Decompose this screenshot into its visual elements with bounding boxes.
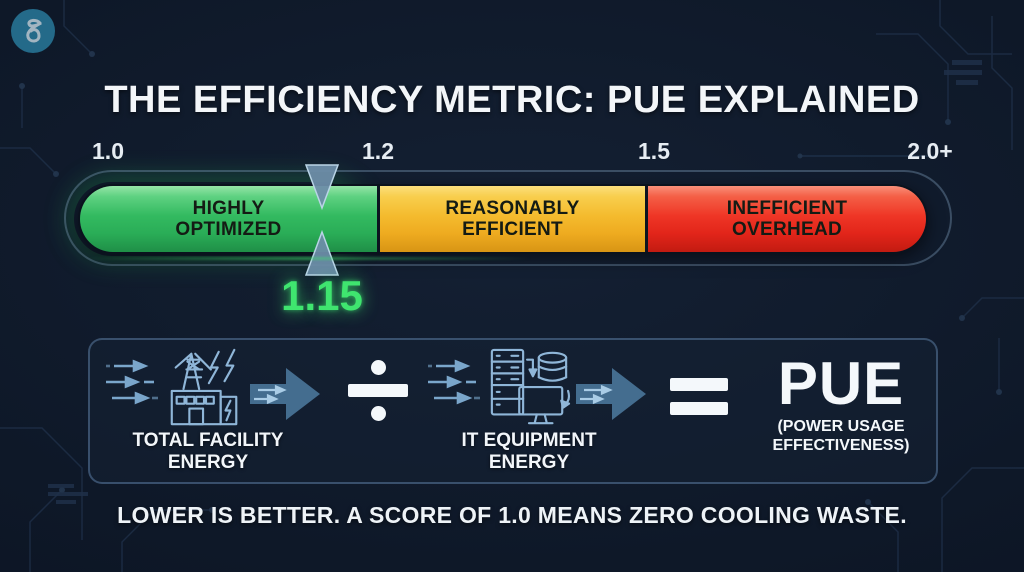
power-facility-icon (170, 348, 238, 426)
total-facility-energy-label: TOTAL FACILITY ENERGY (132, 430, 284, 473)
divide-bar (348, 384, 408, 397)
brand-logo (11, 9, 55, 53)
it-equipment-energy-label: IT EQUIPMENT ENERGY (461, 430, 597, 473)
tick-label-1-0: 1.0 (92, 138, 124, 164)
script-g-swirl-icon (26, 19, 42, 43)
tick-label-2-0plus: 2.0+ (907, 138, 953, 164)
gauge-outline-ring (64, 170, 952, 266)
gauge-segment-highly-optimized: HIGHLY OPTIMIZED (80, 186, 377, 252)
marker-underglow (82, 257, 532, 260)
footer-caption: LOWER IS BETTER. A SCORE OF 1.0 MEANS ZE… (117, 502, 907, 528)
gauge-segment-inefficient-overhead: INEFFICIENT OVERHEAD (645, 186, 926, 252)
equals-operator (670, 378, 728, 415)
divide-dot-bottom (370, 406, 386, 421)
pue-expansion: (POWER USAGE EFFECTIVENESS) (772, 418, 910, 454)
marker-value: 1.15 (281, 272, 363, 319)
gauge-marker-icon (305, 164, 339, 276)
segment-label: REASONABLY EFFICIENT (445, 197, 580, 240)
tick-label-1-2: 1.2 (362, 138, 394, 164)
segment-label: INEFFICIENT OVERHEAD (726, 197, 848, 240)
pue-formula-panel: PUE (POWER USAGE EFFECTIVENESS) TOTAL FA… (88, 338, 938, 484)
big-arrow-icon (250, 368, 320, 420)
gauge-segment-reasonably-efficient: REASONABLY EFFICIENT (377, 186, 645, 252)
equals-bar-top (670, 378, 728, 391)
pue-gauge-bar: HIGHLY OPTIMIZED REASONABLY EFFICIENT IN… (78, 184, 928, 254)
big-arrow-icon (576, 368, 646, 420)
segment-label: HIGHLY OPTIMIZED (175, 197, 282, 240)
divide-operator (347, 360, 409, 421)
equals-bar-bottom (670, 402, 728, 415)
pue-acronym: PUE (777, 350, 905, 417)
tick-label-1-5: 1.5 (638, 138, 670, 164)
divide-dot-top (370, 360, 386, 375)
page-title: THE EFFICIENCY METRIC: PUE EXPLAINED (104, 79, 920, 122)
pue-result: PUE (POWER USAGE EFFECTIVENESS) (752, 354, 930, 456)
it-equipment-icon (490, 348, 571, 425)
flow-arrows-icon (106, 359, 158, 405)
flow-arrows-icon (428, 359, 480, 405)
